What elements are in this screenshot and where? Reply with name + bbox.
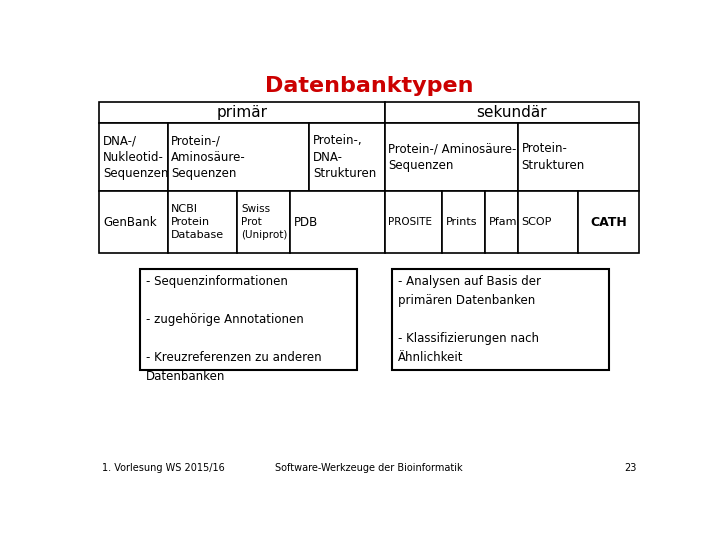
Bar <box>392 269 609 370</box>
Text: Protein-/
Aminosäure-
Sequenzen: Protein-/ Aminosäure- Sequenzen <box>171 134 246 180</box>
Text: - Analysen auf Basis der
primären Datenbanken

- Klassifizierungen nach
Ähnlichk: - Analysen auf Basis der primären Datenb… <box>397 275 541 364</box>
Bar <box>290 191 384 253</box>
Bar <box>99 191 168 253</box>
Bar <box>518 191 578 253</box>
Text: NCBI
Protein
Database: NCBI Protein Database <box>171 205 225 240</box>
Text: Protein-/ Aminosäure-
Sequenzen: Protein-/ Aminosäure- Sequenzen <box>388 143 517 172</box>
Text: DNA-/
Nukleotid-
Sequenzen: DNA-/ Nukleotid- Sequenzen <box>103 134 168 180</box>
Text: CATH: CATH <box>590 216 627 229</box>
Bar <box>99 102 384 123</box>
Text: Pfam: Pfam <box>489 217 518 227</box>
Bar <box>384 191 442 253</box>
Text: Protein-,
DNA-
Strukturen: Protein-, DNA- Strukturen <box>313 134 377 180</box>
Bar <box>384 102 639 123</box>
Text: sekundär: sekundär <box>477 105 547 120</box>
Text: primär: primär <box>217 105 267 120</box>
Text: PROSITE: PROSITE <box>388 217 433 227</box>
Text: Swiss
Prot
(Uniprot): Swiss Prot (Uniprot) <box>241 205 287 240</box>
Bar <box>578 191 639 253</box>
Bar <box>310 123 384 191</box>
Bar <box>140 269 357 370</box>
Bar <box>518 123 639 191</box>
Text: 1. Vorlesung WS 2015/16: 1. Vorlesung WS 2015/16 <box>102 463 225 473</box>
Text: Prints: Prints <box>446 217 477 227</box>
Text: GenBank: GenBank <box>103 216 157 229</box>
Text: - Sequenzinformationen

- zugehörige Annotationen

- Kreuzreferenzen zu anderen
: - Sequenzinformationen - zugehörige Anno… <box>145 275 321 383</box>
Text: Datenbanktypen: Datenbanktypen <box>265 76 473 96</box>
Bar <box>168 123 310 191</box>
Bar <box>168 191 238 253</box>
Text: SCOP: SCOP <box>522 217 552 227</box>
Text: 23: 23 <box>624 463 636 473</box>
Bar <box>238 191 290 253</box>
Text: Software-Werkzeuge der Bioinformatik: Software-Werkzeuge der Bioinformatik <box>275 463 463 473</box>
Text: PDB: PDB <box>294 216 318 229</box>
Bar <box>442 191 485 253</box>
Bar <box>485 191 518 253</box>
Bar <box>99 123 168 191</box>
Text: Protein-
Strukturen: Protein- Strukturen <box>522 143 585 172</box>
Bar <box>384 123 518 191</box>
